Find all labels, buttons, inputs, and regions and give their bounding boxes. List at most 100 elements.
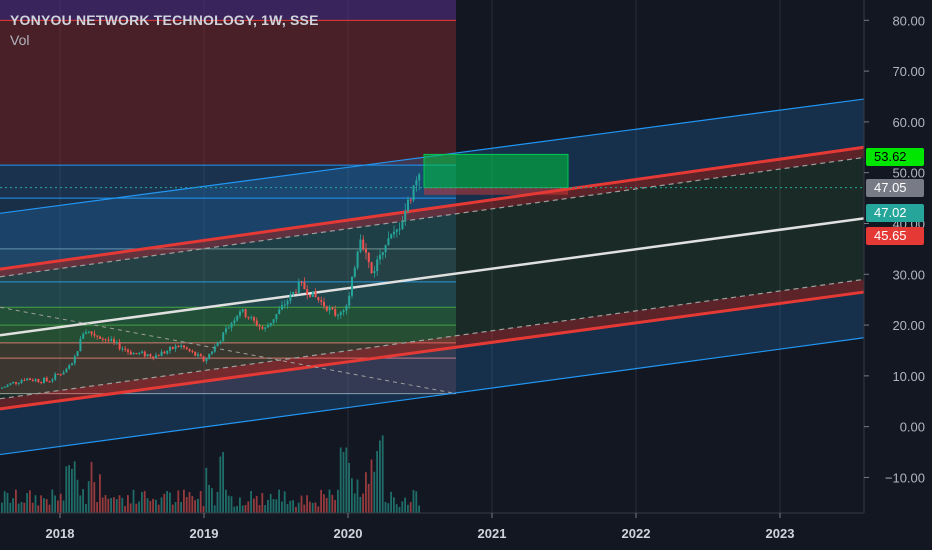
price-axis-label: 0.00 bbox=[900, 420, 925, 435]
candle-body bbox=[157, 355, 160, 357]
volume-bar bbox=[48, 504, 51, 513]
candle-body bbox=[384, 245, 387, 253]
candle-body bbox=[85, 332, 87, 334]
volume-bar bbox=[6, 492, 9, 513]
candle-body bbox=[306, 289, 309, 295]
volume-bar bbox=[79, 495, 82, 513]
volume-bar bbox=[278, 489, 280, 513]
volume-bar bbox=[194, 500, 196, 513]
candle-body bbox=[191, 351, 194, 353]
candle-body bbox=[225, 328, 227, 333]
volume-bar bbox=[177, 490, 180, 513]
candle-body bbox=[1, 387, 3, 389]
candle-body bbox=[370, 262, 373, 274]
volume-bar bbox=[225, 489, 227, 513]
candle-body bbox=[87, 331, 90, 333]
price-axis-label: −10.00 bbox=[885, 470, 925, 485]
candle-body bbox=[23, 379, 26, 381]
volume-bar bbox=[26, 493, 28, 513]
candle-body bbox=[171, 346, 174, 349]
volume-bar bbox=[43, 498, 45, 513]
volume-bar bbox=[96, 502, 98, 513]
volume-bar bbox=[233, 506, 236, 513]
candle-body bbox=[281, 305, 283, 310]
candle-body bbox=[180, 345, 183, 347]
candle-body bbox=[160, 351, 163, 357]
volume-bar bbox=[169, 492, 171, 513]
candle-body bbox=[43, 377, 45, 383]
volume-bar bbox=[143, 490, 146, 513]
volume-bar bbox=[99, 474, 101, 513]
volume-bar bbox=[37, 505, 40, 513]
volume-bar bbox=[73, 461, 76, 513]
volume-bar bbox=[15, 489, 17, 513]
candle-body bbox=[331, 307, 334, 310]
candle-body bbox=[314, 291, 317, 298]
candle-body bbox=[345, 305, 348, 311]
candle-body bbox=[51, 379, 54, 382]
volume-bar bbox=[387, 503, 390, 513]
candle-body bbox=[351, 276, 353, 296]
volume-bar bbox=[334, 500, 336, 513]
volume-bar bbox=[253, 498, 255, 513]
candle-body bbox=[311, 291, 314, 297]
volume-bar bbox=[244, 504, 247, 513]
channel-median-line bbox=[0, 217, 865, 337]
candle-body bbox=[96, 335, 99, 337]
candle-body bbox=[309, 294, 311, 297]
volume-bar bbox=[113, 497, 115, 513]
volume-bar bbox=[152, 498, 154, 513]
candle-body bbox=[342, 310, 345, 313]
volume-bar bbox=[289, 500, 292, 513]
candle-body bbox=[54, 373, 57, 380]
candle-body bbox=[379, 255, 381, 260]
candle-body bbox=[152, 356, 155, 359]
time-axis-panel bbox=[0, 513, 932, 550]
candle-body bbox=[208, 353, 211, 359]
price-axis-label: 50.00 bbox=[892, 166, 925, 181]
candle-body bbox=[387, 238, 390, 246]
volume-bar bbox=[157, 504, 160, 513]
channel-lower-line bbox=[0, 290, 865, 411]
fib-band bbox=[0, 281, 456, 308]
volume-bar bbox=[171, 504, 174, 513]
candle-body bbox=[40, 382, 43, 384]
price-axis-label: 20.00 bbox=[892, 318, 925, 333]
time-axis-label: 2023 bbox=[766, 526, 795, 541]
candle-body bbox=[213, 346, 216, 352]
volume-bar bbox=[124, 506, 126, 513]
candle-body bbox=[376, 259, 379, 272]
volume-bar bbox=[348, 462, 350, 513]
fib-band bbox=[0, 165, 456, 199]
price-axis-label: 60.00 bbox=[892, 115, 925, 130]
candle-body bbox=[339, 312, 342, 315]
volume-bar bbox=[317, 506, 320, 513]
candle-body bbox=[127, 349, 129, 352]
volume-bar bbox=[328, 489, 331, 513]
fib-top-band bbox=[0, 0, 456, 21]
volume-bar bbox=[241, 505, 244, 513]
candle-body bbox=[334, 309, 337, 316]
volume-bar bbox=[320, 489, 322, 513]
candle-body bbox=[48, 381, 51, 383]
candle-body bbox=[258, 325, 261, 327]
candle-body bbox=[90, 331, 93, 334]
candle-body bbox=[3, 386, 6, 388]
volume-bar bbox=[188, 492, 191, 513]
volume-bar bbox=[216, 491, 219, 513]
volume-bar bbox=[93, 482, 96, 513]
volume-bar bbox=[292, 500, 294, 513]
volume-bar bbox=[219, 456, 222, 513]
volume-bar bbox=[255, 495, 258, 513]
volume-bar bbox=[160, 497, 163, 513]
volume-bar bbox=[31, 502, 34, 513]
candle-body bbox=[135, 353, 138, 355]
candle-body bbox=[71, 363, 73, 366]
channel-upper-line bbox=[0, 145, 865, 271]
volume-bar bbox=[12, 498, 14, 513]
time-axis-label: 2022 bbox=[622, 526, 651, 541]
volume-bar bbox=[146, 498, 149, 513]
volume-bar bbox=[183, 489, 185, 513]
candle-body bbox=[409, 199, 412, 201]
